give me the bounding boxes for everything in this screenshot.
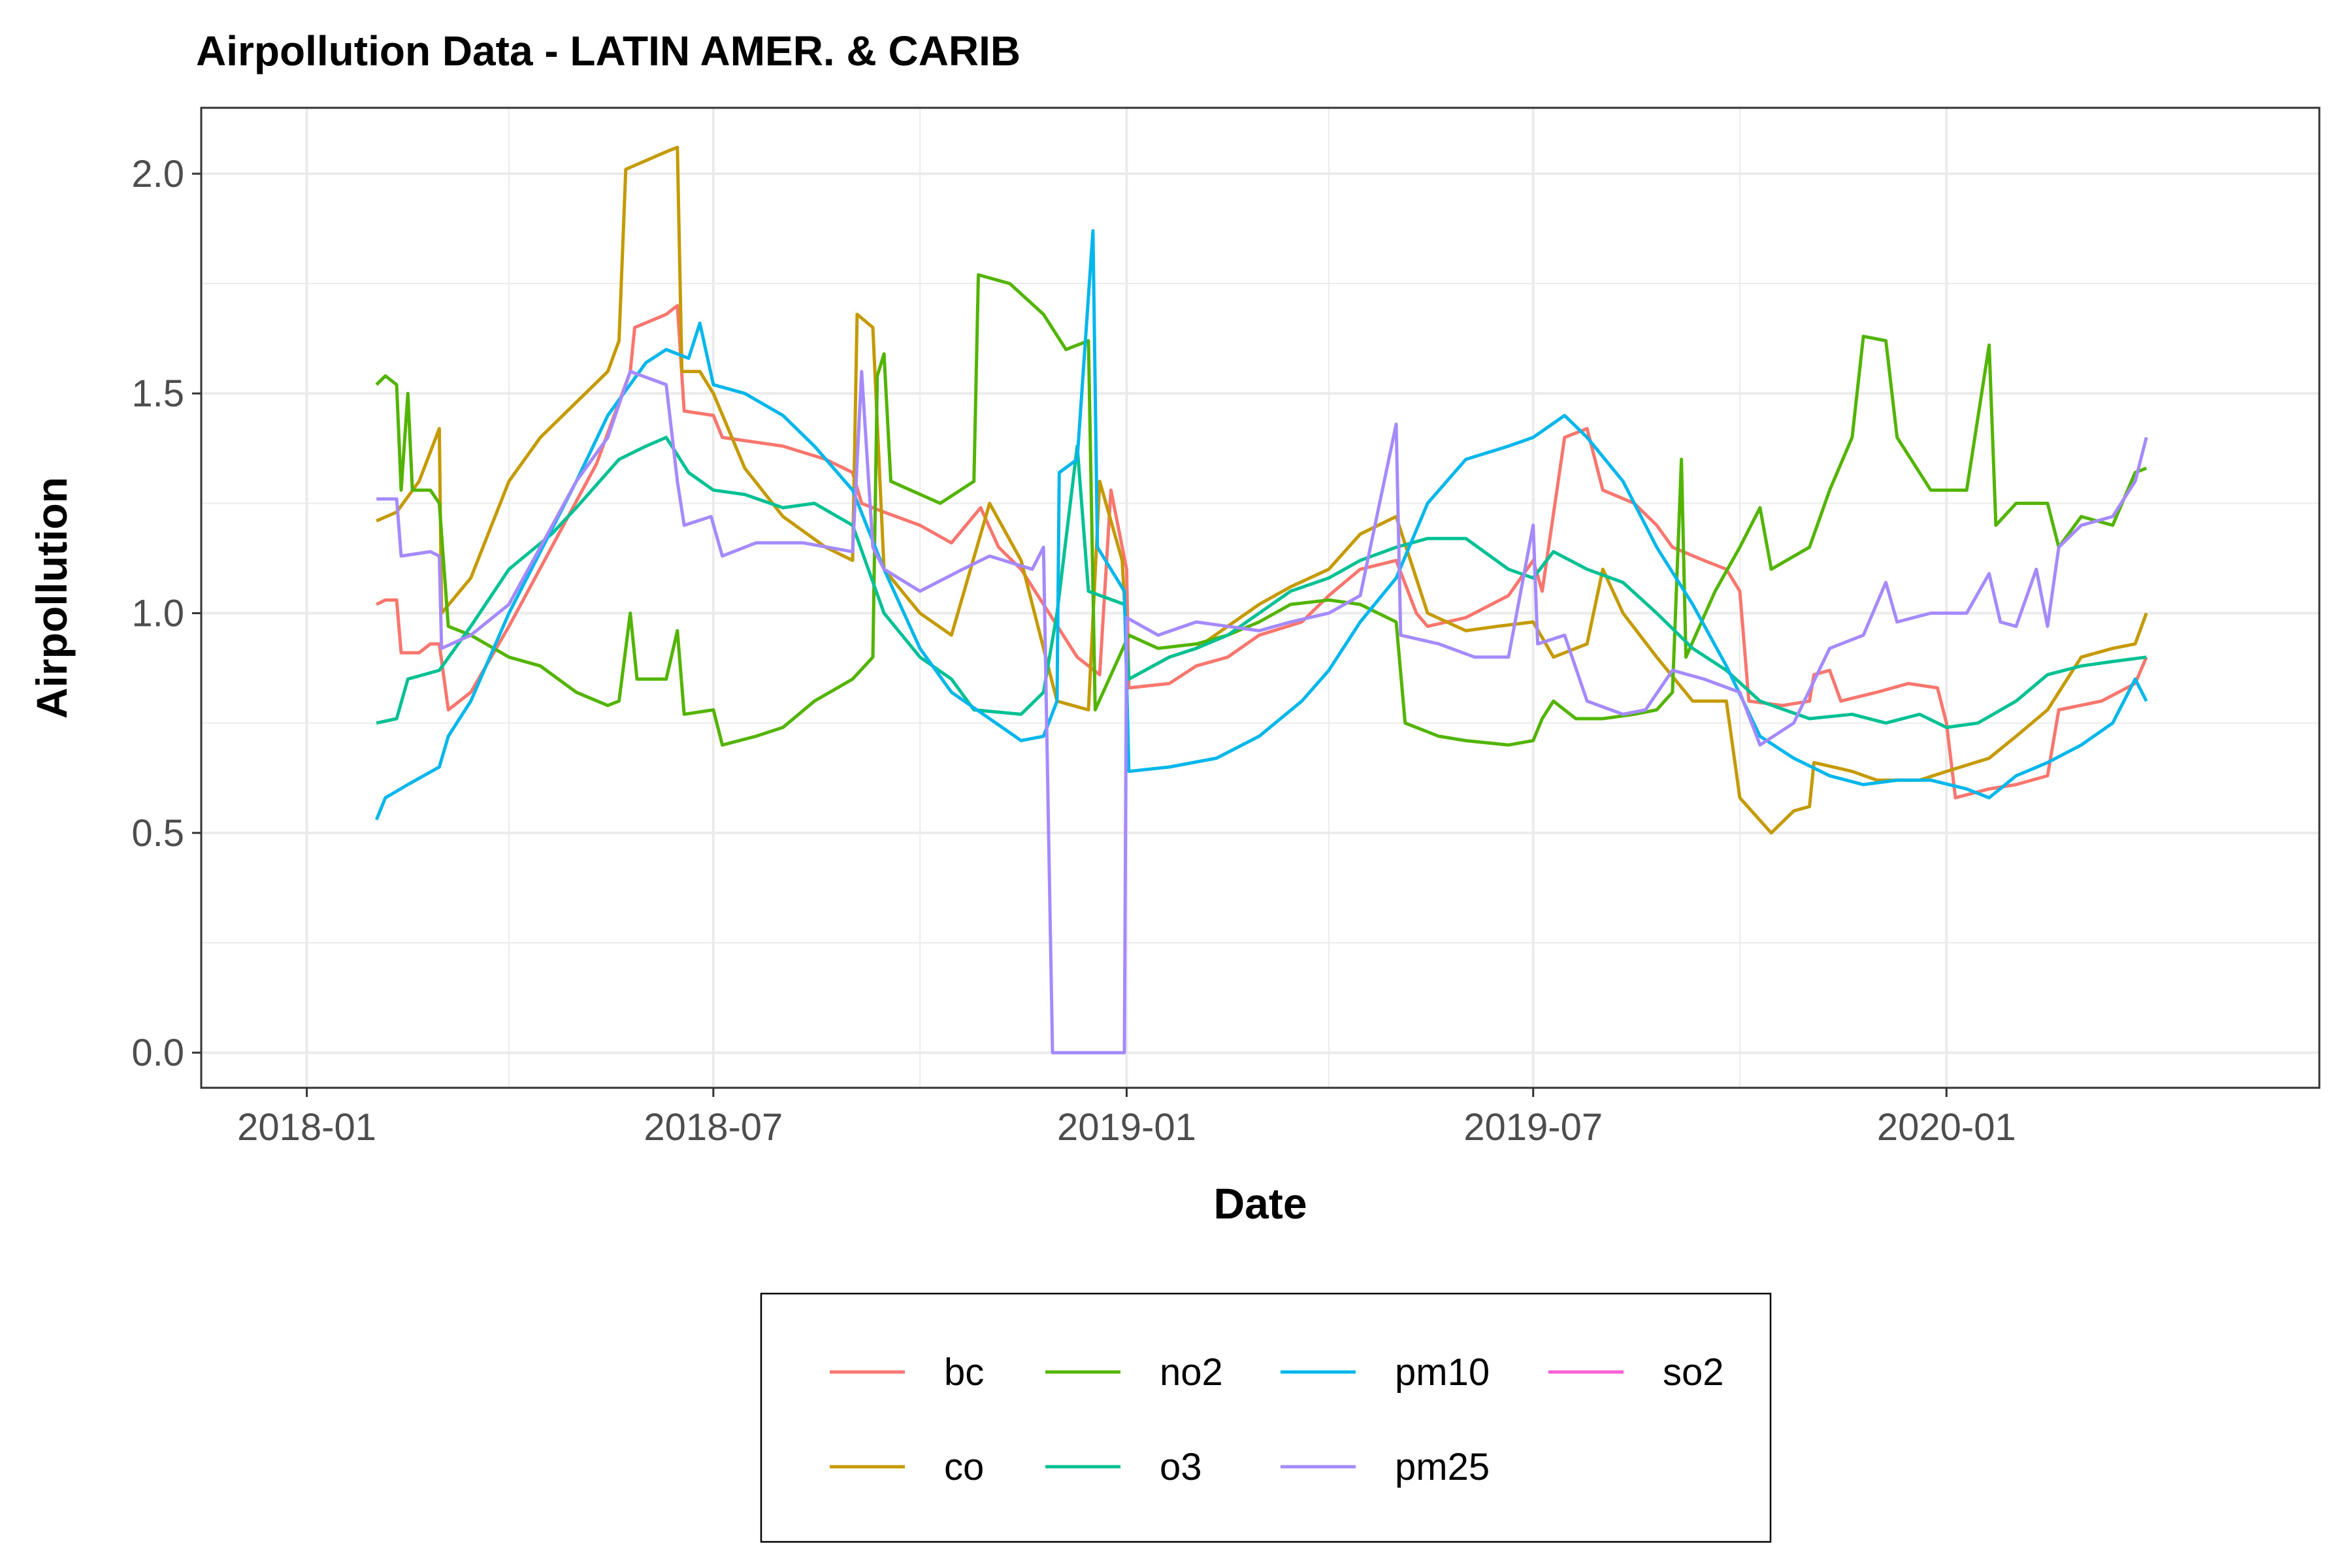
plot-background — [201, 108, 2319, 1088]
y-axis: 0.0 0.5 1.0 1.5 2.0 — [131, 153, 201, 1074]
legend-label-pm25: pm25 — [1395, 1446, 1490, 1488]
x-tick-label: 2018-01 — [237, 1106, 376, 1149]
y-tick-label: 1.5 — [131, 372, 184, 415]
y-tick-label: 0.0 — [131, 1032, 184, 1074]
legend: bc no2 pm10 so2 co o3 pm25 — [760, 1292, 1772, 1543]
plot-border — [200, 106, 2321, 1089]
x-axis-title: Date — [1213, 1179, 1307, 1228]
series-line-pm10 — [374, 229, 2148, 821]
y-tick-label: 2.0 — [131, 153, 184, 195]
y-axis-title: Airpollution — [27, 477, 76, 719]
chart-title: Airpollution Data - LATIN AMER. & CARIB — [196, 27, 1021, 74]
legend-label-bc: bc — [944, 1351, 984, 1394]
minor-gridlines — [201, 108, 2319, 1088]
legend-box — [760, 1292, 1772, 1543]
series-lines — [374, 146, 2148, 1054]
x-axis: 2018-01 2018-07 2019-01 2019-07 2020-01 — [237, 1088, 2016, 1149]
x-tick-label: 2019-07 — [1463, 1106, 1603, 1149]
x-tick-label: 2018-07 — [644, 1106, 783, 1149]
series-line-o3 — [376, 436, 2147, 729]
series-line-bc — [376, 304, 2148, 800]
legend-label-o3: o3 — [1160, 1446, 1202, 1488]
y-tick-label: 1.0 — [131, 593, 184, 635]
legend-label-so2: so2 — [1663, 1351, 1724, 1394]
series-line-no2 — [375, 273, 2148, 747]
y-tick-label: 0.5 — [131, 812, 184, 855]
series-line-pm25 — [376, 370, 2148, 1054]
legend-label-no2: no2 — [1160, 1351, 1223, 1394]
legend-label-co: co — [944, 1446, 984, 1488]
major-gridlines — [201, 108, 2319, 1088]
x-tick-label: 2020-01 — [1877, 1106, 2016, 1149]
legend-label-pm10: pm10 — [1395, 1351, 1490, 1394]
x-tick-label: 2019-01 — [1057, 1106, 1196, 1149]
